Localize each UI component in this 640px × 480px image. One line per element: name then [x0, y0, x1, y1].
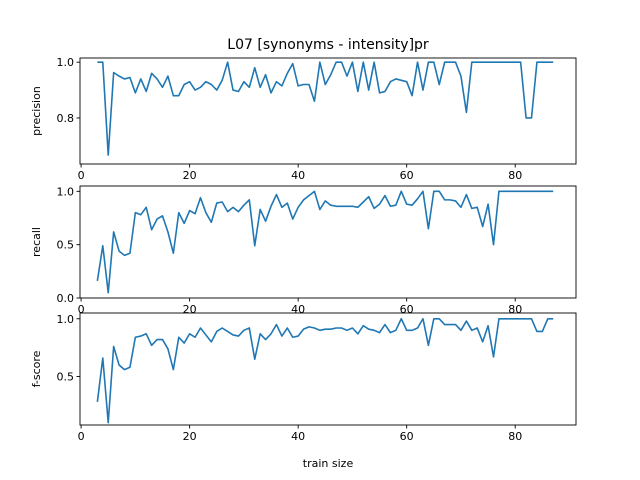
precision-axes-frame: [79, 57, 577, 165]
recall-x-tick-label: 20: [183, 303, 197, 316]
f-score-y-tick-label: 0.5: [57, 371, 75, 384]
recall-y-tick-label: 1.0: [57, 185, 75, 198]
recall-axes-frame: [79, 185, 577, 299]
subplots: 0 20 40 60 80 0.8 1.0 precision 0 20 40 60 80 0.0 0.5 1…: [30, 56, 577, 443]
f-score-x-tick-label: 40: [291, 430, 305, 443]
recall-x-tick-label: 0: [78, 303, 85, 316]
f-score-y-tick-label: 1.0: [57, 313, 75, 326]
recall-y-tick-label: 0.5: [57, 239, 75, 252]
f-score-axes-frame: [79, 312, 577, 426]
recall-x-tick-label: 80: [508, 303, 522, 316]
recall-subplot: 0 20 40 60 80 0.0 0.5 1.0 recall: [30, 185, 577, 316]
precision-subplot: 0 20 40 60 80 0.8 1.0 precision: [30, 56, 577, 182]
f-score-x-tick-label: 80: [508, 430, 522, 443]
precision-x-tick-label: 40: [291, 169, 305, 182]
precision-x-tick-label: 20: [183, 169, 197, 182]
f-score-series-line: [96, 317, 554, 424]
recall-y-tick-label: 0.0: [57, 292, 75, 305]
f-score-x-tick-label: 0: [78, 430, 85, 443]
precision-x-tick-label: 0: [78, 169, 85, 182]
precision-y-axis-label: precision: [30, 86, 43, 136]
precision-x-tick-label: 80: [508, 169, 522, 182]
recall-series-line: [96, 190, 554, 294]
precision-series-line: [97, 61, 554, 156]
f-score-x-tick-label: 60: [400, 430, 414, 443]
f-score-subplot: 0 20 40 60 80 0.5 1.0 f-score: [30, 312, 577, 443]
f-score-x-tick-label: 20: [183, 430, 197, 443]
precision-y-tick-label: 0.8: [57, 112, 75, 125]
recall-x-tick-label: 60: [400, 303, 414, 316]
recall-x-tick-label: 40: [291, 303, 305, 316]
f-score-y-axis-label: f-score: [30, 350, 43, 387]
x-axis-label: train size: [303, 457, 354, 470]
recall-y-axis-label: recall: [30, 227, 43, 257]
precision-x-tick-label: 60: [400, 169, 414, 182]
precision-y-tick-label: 1.0: [57, 56, 75, 69]
chart-title: L07 [synonyms - intensity]pr: [227, 37, 429, 53]
